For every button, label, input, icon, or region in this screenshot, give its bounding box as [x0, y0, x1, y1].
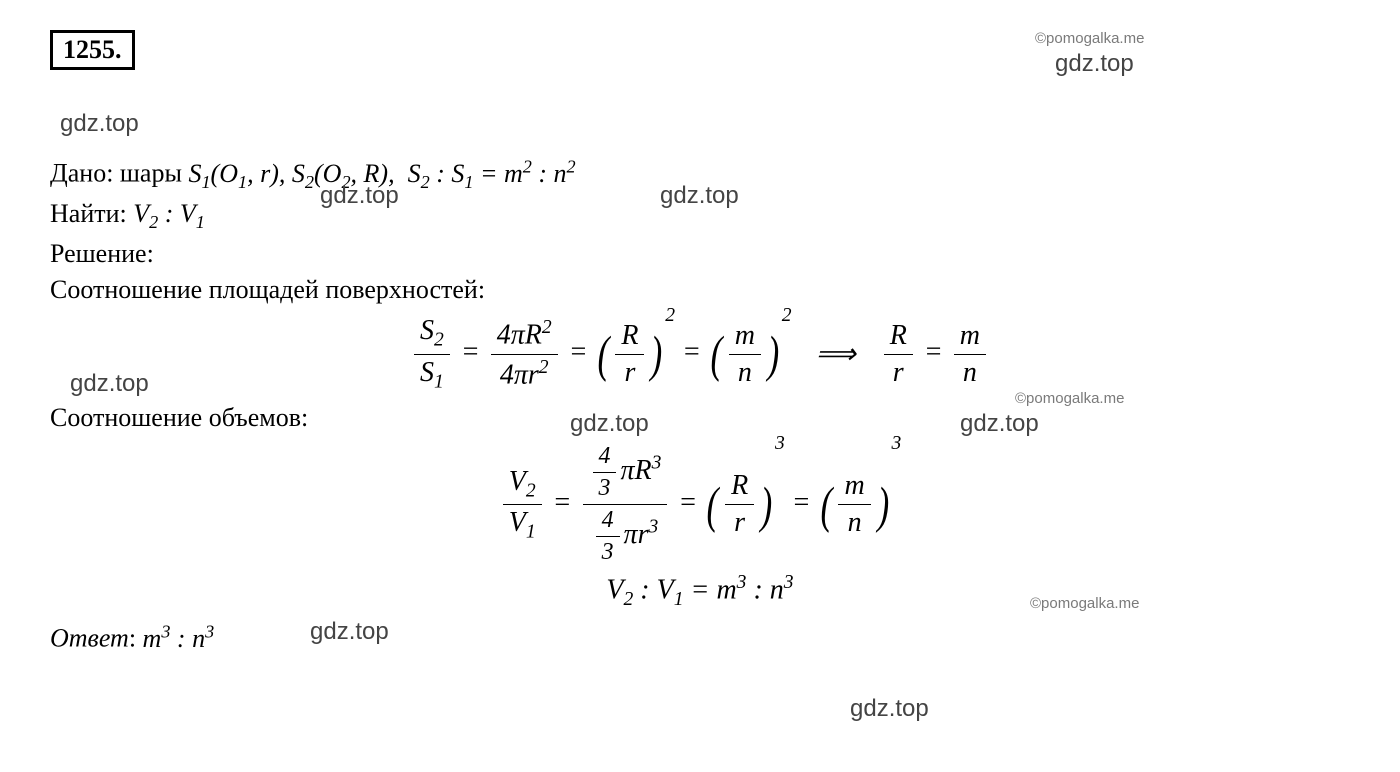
exp-2a: 2 [665, 305, 675, 326]
exp-3b: 3 [891, 433, 901, 454]
answer-math: m3 : n3 [143, 624, 215, 653]
watermark-pomogalka: ©pomogalka.me [1035, 30, 1144, 47]
volume-ratio-label: Соотношение объемов: [50, 403, 1350, 433]
implies-arrow: ⟹ [816, 339, 856, 370]
find-label: Найти: [50, 199, 133, 228]
paren-mn-sq: (mn) [708, 320, 782, 389]
page-root: 1255. Дано: шары S1(O1, r), S2(O2, R), S… [0, 0, 1400, 772]
exp-3a: 3 [775, 433, 785, 454]
solution-label: Решение: [50, 239, 1350, 269]
frac-s2-s1: S2 S1 [414, 315, 450, 393]
paren-mn-cube: (mn) [818, 470, 892, 539]
watermark-gdztop: gdz.top [850, 695, 929, 723]
frac-4piR2: 4πR2 4πr2 [491, 317, 558, 391]
answer-line: Ответ: m3 : n3 [50, 621, 1350, 654]
frac-Rr: R r [884, 320, 913, 389]
watermark-gdztop: gdz.top [1055, 50, 1134, 78]
given-line: Дано: шары S1(O1, r), S2(O2, R), S2 : S1… [50, 156, 1350, 193]
surface-ratio-label: Соотношение площадей поверхностей: [50, 275, 1350, 305]
find-math: V2 : V1 [133, 199, 205, 228]
frac-43piR3: 43πR3 43πr3 [583, 443, 668, 566]
exp-2b: 2 [782, 305, 792, 326]
equation-final: V2 : V1 = m3 : n3 [50, 572, 1350, 611]
paren-Rr-cube: (Rr) [704, 470, 775, 539]
frac-v2-v1: V2 V1 [503, 466, 542, 544]
find-line: Найти: V2 : V1 [50, 199, 1350, 233]
equation-surface-ratio: S2 S1 = 4πR2 4πr2 = (Rr) 2 = (mn) 2 ⟹ R … [50, 315, 1350, 393]
paren-Rr-sq: (Rr) [595, 320, 666, 389]
equation-volume-ratio: V2 V1 = 43πR3 43πr3 = (Rr) 3 = (mn) 3 [50, 443, 1350, 566]
given-math: S1(O1, r), S2(O2, R), S2 : S1 = m2 : n2 [188, 159, 575, 188]
answer-label: Ответ [50, 624, 129, 653]
given-label: Дано: шары [50, 159, 188, 188]
problem-number: 1255. [50, 30, 135, 70]
frac-mn: m n [954, 320, 986, 389]
